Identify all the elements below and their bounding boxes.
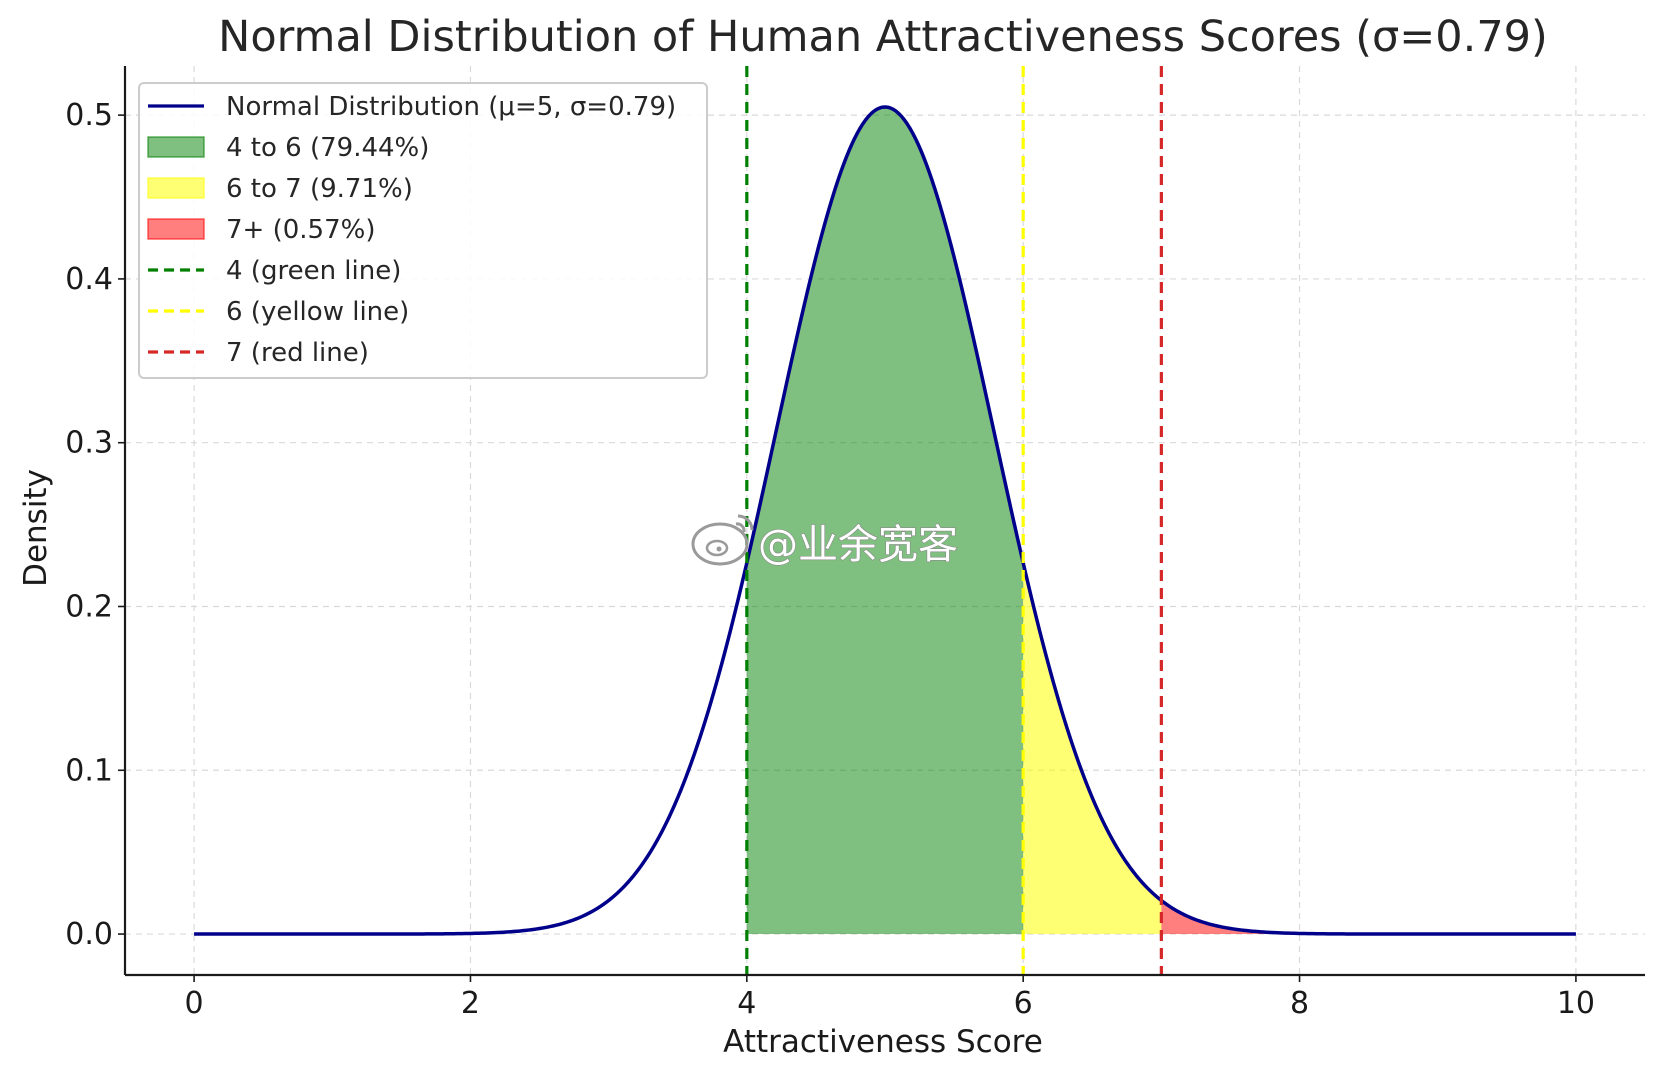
axes — [118, 66, 1645, 982]
normal-distribution-line — [194, 105, 1576, 936]
y-axis-label: Density — [18, 469, 54, 587]
legend-label: Normal Distribution (μ=5, σ=0.79) — [226, 92, 676, 122]
shaded-region-2 — [1023, 562, 1162, 935]
y-tick-label: 0.2 — [65, 589, 113, 624]
x-tick-label: 8 — [1290, 986, 1309, 1021]
legend-label: 4 (green line) — [226, 256, 401, 286]
y-tick-label: 0.1 — [65, 753, 113, 788]
legend: Normal Distribution (μ=5, σ=0.79) 4 to 6 … — [138, 82, 708, 379]
legend-swatch-patch — [147, 177, 205, 199]
weibo-logo-icon — [691, 514, 754, 566]
x-axis-label: Attractiveness Score — [723, 1024, 1043, 1060]
legend-entry: 7+ (0.57%) — [147, 215, 375, 245]
legend-label: 4 to 6 (79.44%) — [226, 133, 429, 163]
legend-entry: 6 to 7 (9.71%) — [147, 174, 413, 204]
legend-entry: 4 to 6 (79.44%) — [147, 133, 429, 163]
chart-title: Normal Distribution of Human Attractiven… — [218, 12, 1548, 62]
legend-entry: 4 (green line) — [148, 256, 401, 286]
shaded-regions — [746, 106, 1576, 935]
legend-entry: 6 (yellow line) — [148, 297, 409, 327]
x-tick-label: 10 — [1557, 986, 1595, 1021]
legend-entry: 7 (red line) — [148, 338, 369, 368]
legend-label: 7 (red line) — [226, 338, 369, 368]
legend-frame — [138, 82, 708, 379]
watermark-text: @业余宽客 — [758, 522, 958, 568]
shaded-region-3 — [1161, 900, 1576, 935]
legend-items: Normal Distribution (μ=5, σ=0.79) 4 to 6 … — [147, 92, 676, 368]
watermark: @业余宽客 — [691, 514, 959, 569]
x-tick-label: 4 — [737, 986, 756, 1021]
y-tick-label: 0.5 — [65, 98, 113, 133]
y-tick-label: 0.3 — [65, 426, 113, 461]
x-tick-label: 6 — [1014, 986, 1033, 1021]
tick-labels: 0 2 4 6 8 10 0.0 0.1 0.2 0.3 0.4 0.5 — [65, 98, 1595, 1021]
x-tick-label: 2 — [461, 986, 480, 1021]
legend-swatch-patch — [147, 218, 205, 240]
legend-label: 7+ (0.57%) — [226, 215, 375, 245]
y-tick-label: 0.0 — [65, 917, 113, 952]
legend-swatch-patch — [147, 136, 205, 158]
shaded-region-1 — [746, 106, 1024, 935]
x-tick-label: 0 — [185, 986, 204, 1021]
y-tick-label: 0.4 — [65, 262, 113, 297]
legend-entry: Normal Distribution (μ=5, σ=0.79) — [148, 92, 676, 122]
legend-label: 6 to 7 (9.71%) — [226, 174, 413, 204]
curve-layer — [194, 105, 1576, 936]
legend-label: 6 (yellow line) — [226, 297, 409, 327]
